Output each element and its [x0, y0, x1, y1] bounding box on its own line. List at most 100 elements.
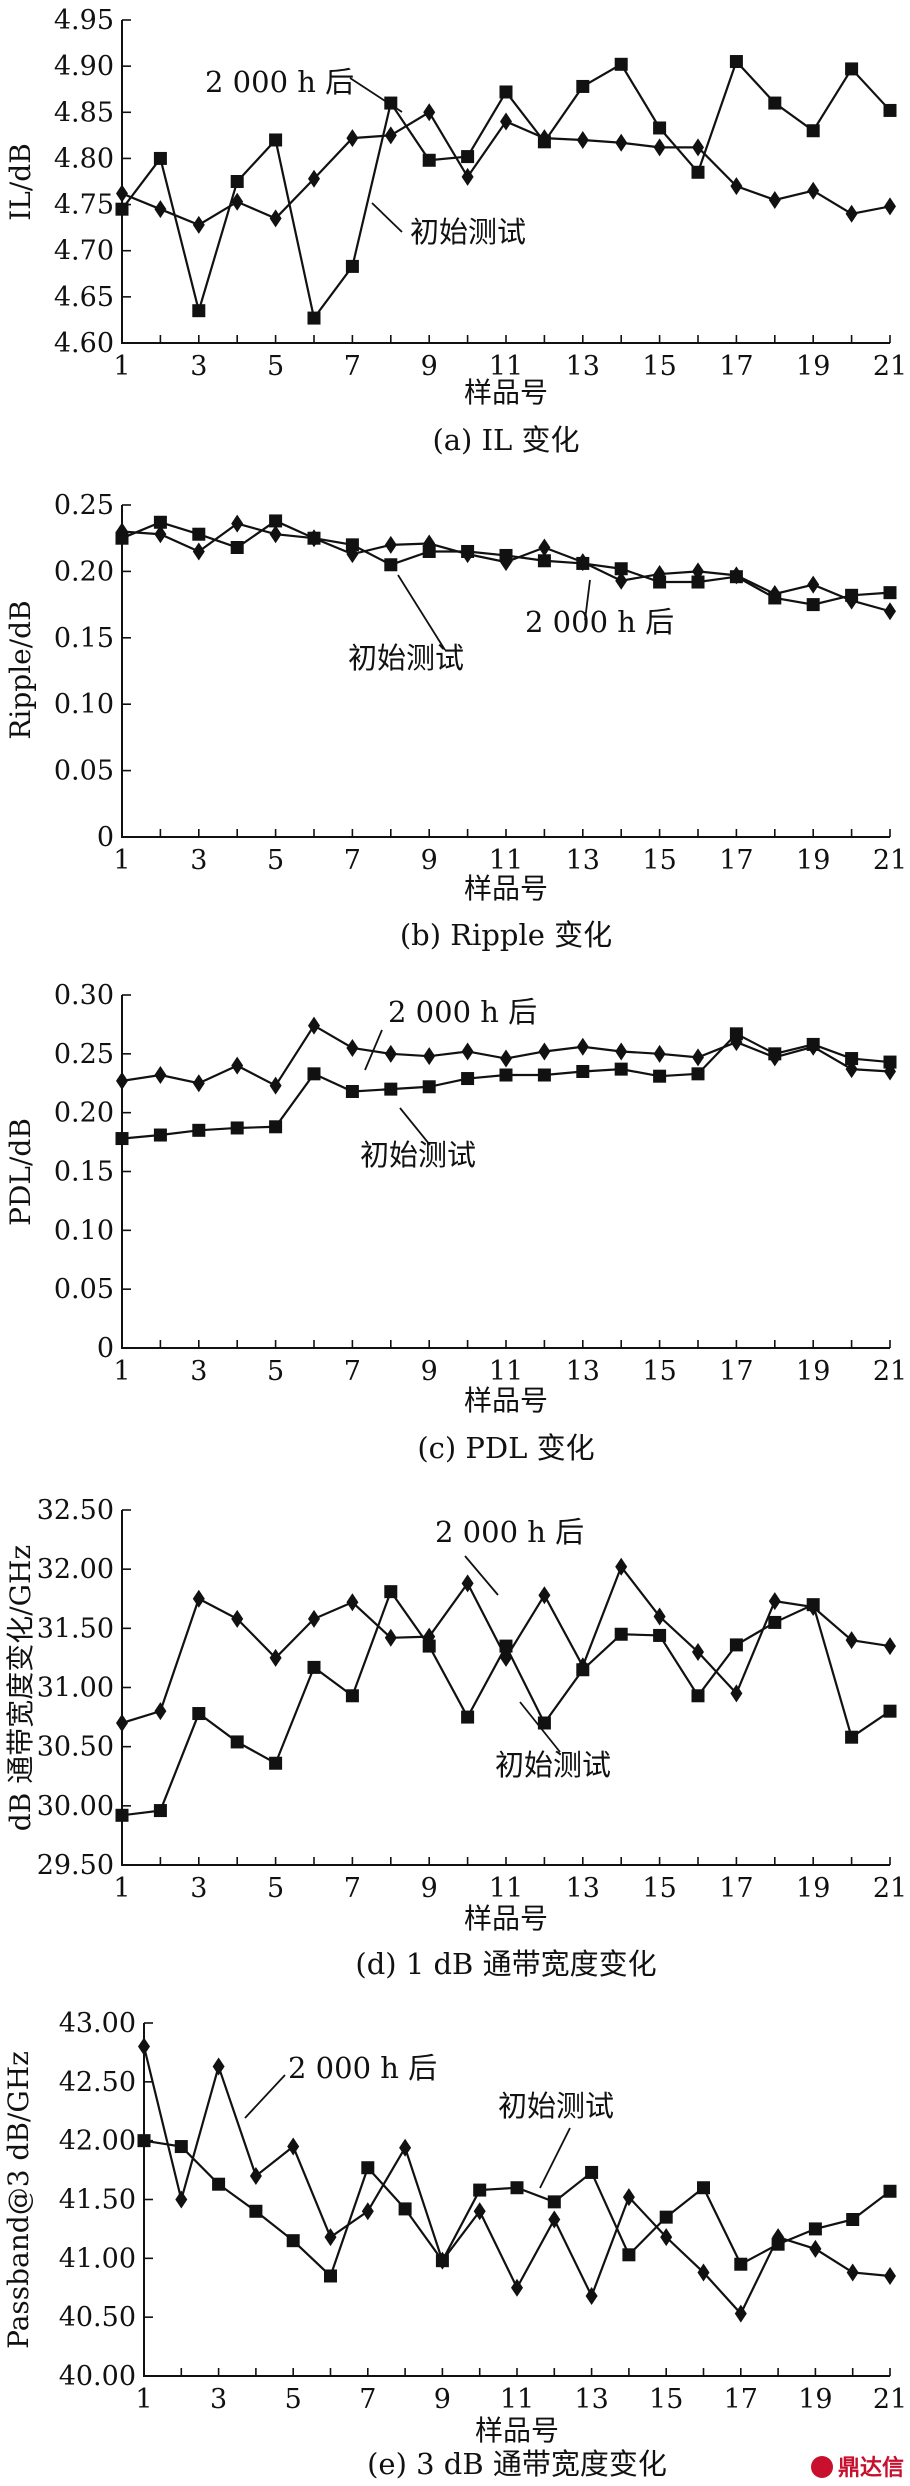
data-point-square: [734, 2257, 748, 2271]
x-tick-label: 7: [344, 845, 361, 876]
data-point-diamond: [807, 181, 820, 200]
data-point-square: [153, 515, 167, 529]
data-point-diamond: [269, 525, 282, 544]
annotation-leader: [371, 202, 403, 233]
series-annotation: 2 000 h 后: [205, 65, 403, 113]
data-point-diamond: [154, 200, 167, 219]
data-point-diamond: [116, 184, 128, 203]
data-point-diamond: [361, 2202, 374, 2221]
data-point-diamond: [308, 529, 320, 548]
data-point-diamond: [346, 1593, 359, 1612]
data-point-square: [510, 2181, 524, 2195]
data-point-square: [537, 1068, 551, 1082]
annotation-leader: [539, 2127, 571, 2189]
annotation-leader: [464, 1555, 499, 1596]
x-tick-label: 1: [113, 351, 130, 382]
data-point-square: [547, 2195, 561, 2209]
data-point-diamond: [461, 1042, 474, 1061]
data-point-square: [499, 1068, 513, 1082]
data-point-diamond: [308, 169, 320, 188]
x-tick-label: 13: [566, 845, 600, 876]
x-axis-label: 样品号: [464, 1384, 548, 1417]
data-point-square: [435, 2254, 449, 2268]
data-point-square: [461, 1072, 475, 1086]
data-point-diamond: [692, 1643, 704, 1661]
x-tick-label: 9: [421, 1873, 438, 1904]
y-tick-label: 29.50: [37, 1850, 114, 1881]
data-point-diamond: [423, 1047, 436, 1066]
data-point-square: [174, 2140, 188, 2154]
data-point-diamond: [269, 1648, 282, 1667]
y-axis-label: Passband@3 dB/GHz: [2, 2051, 35, 2349]
data-point-square: [622, 2248, 636, 2262]
y-axis-label: PDL/dB: [4, 1118, 37, 1226]
data-point-square: [585, 2165, 599, 2179]
data-point-diamond: [269, 209, 282, 228]
data-point-square: [653, 1628, 667, 1642]
data-point-square: [230, 540, 244, 554]
data-point-square: [771, 2237, 785, 2251]
data-point-diamond: [231, 1609, 244, 1628]
y-tick-label: 0.10: [54, 1215, 114, 1246]
data-point-diamond: [845, 591, 858, 610]
x-tick-label: 7: [344, 351, 361, 382]
annotation-leader: [364, 1029, 383, 1071]
y-tick-label: 40.00: [59, 2361, 136, 2392]
x-tick-label: 19: [796, 351, 830, 382]
data-point-diamond: [615, 1042, 628, 1061]
data-point-square: [768, 96, 782, 110]
data-point-diamond: [846, 2263, 859, 2282]
x-tick-label: 17: [719, 1356, 753, 1387]
data-point-diamond: [192, 1589, 205, 1608]
data-point-diamond: [576, 130, 589, 149]
data-point-diamond: [461, 545, 474, 564]
data-point-square: [269, 514, 283, 528]
data-point-diamond: [231, 1056, 244, 1075]
data-point-diamond: [154, 1702, 167, 1721]
data-point-diamond: [423, 534, 436, 553]
y-tick-label: 42.00: [59, 2126, 136, 2157]
data-point-square: [768, 1047, 782, 1061]
data-point-diamond: [473, 2202, 486, 2221]
annotation-label: 初始测试: [410, 215, 526, 249]
data-point-square: [384, 1585, 398, 1599]
x-axis-label: 样品号: [464, 376, 548, 409]
series-after-2000h: [115, 55, 897, 325]
data-point-square: [153, 1128, 167, 1142]
data-point-square: [192, 527, 206, 541]
x-tick-label: 17: [719, 845, 753, 876]
series-annotation: 2 000 h 后: [435, 1515, 584, 1596]
data-point-diamond: [809, 2239, 822, 2258]
x-tick-label: 11: [489, 351, 523, 382]
y-tick-label: 31.00: [37, 1673, 114, 1704]
chart-panel-3: 00.050.100.150.200.250.301 3 5 7 9 11 13 15 17 19…: [4, 980, 907, 1465]
data-point-square: [614, 1627, 628, 1641]
data-point-square: [345, 1084, 359, 1098]
x-tick-label: 9: [421, 351, 438, 382]
data-point-square: [845, 1730, 859, 1744]
data-point-square: [614, 1062, 628, 1076]
annotation-label: 初始测试: [498, 2089, 614, 2123]
series-annotation: 2 000 h 后: [525, 579, 674, 639]
data-point-square: [846, 2213, 860, 2227]
series-annotation: 初始测试: [371, 202, 526, 249]
y-tick-label: 30.50: [37, 1732, 114, 1763]
annotation-label: 2 000 h 后: [205, 65, 354, 99]
data-point-diamond: [346, 545, 359, 564]
data-point-square: [499, 85, 513, 99]
y-tick-label: 30.00: [37, 1791, 114, 1822]
data-point-diamond: [730, 566, 743, 585]
y-axis-label: dB 通带宽度变化/GHz: [4, 1545, 37, 1831]
data-point-diamond: [399, 2138, 412, 2157]
data-point-diamond: [548, 2210, 561, 2229]
y-tick-label: 42.50: [59, 2067, 136, 2098]
data-point-diamond: [154, 525, 167, 544]
data-point-diamond: [231, 192, 244, 211]
data-point-square: [576, 1064, 590, 1078]
data-point-square: [614, 562, 628, 576]
x-tick-label: 15: [642, 1873, 676, 1904]
x-tick-label: 7: [359, 2384, 376, 2415]
x-tick-label: 13: [566, 1356, 600, 1387]
